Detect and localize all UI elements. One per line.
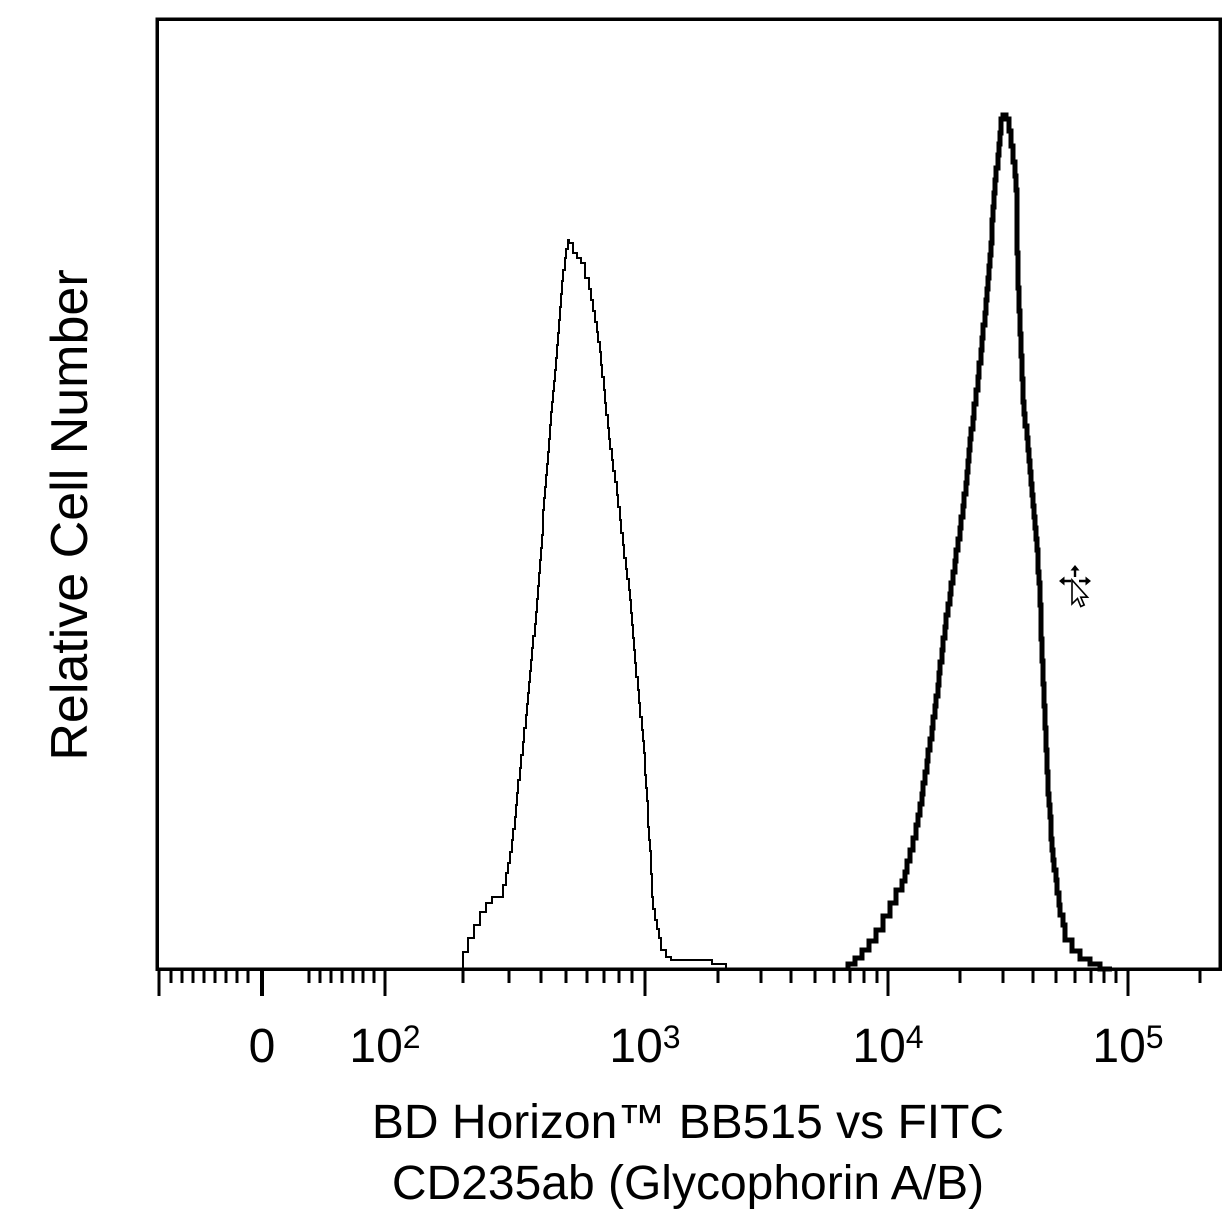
x-tick-label-102: 102	[349, 1018, 421, 1073]
y-axis-label: Relative Cell Number	[41, 269, 99, 761]
x-tick-label-104: 104	[852, 1018, 924, 1073]
x-tick-label-105: 105	[1092, 1018, 1164, 1073]
x-axis-title: BD Horizon™ BB515 vs FITC CD235ab (Glyco…	[156, 1092, 1220, 1214]
plot-border	[155, 17, 1222, 971]
x-axis-title-line1: BD Horizon™ BB515 vs FITC	[371, 1096, 1005, 1149]
series-bright-curve	[845, 112, 1112, 972]
x-axis-title-line2: CD235ab (Glycophorin A/B)	[391, 1157, 985, 1210]
move-cursor-icon	[1059, 565, 1091, 608]
series-dim-curve	[462, 239, 728, 970]
x-tick-label-103: 103	[609, 1018, 681, 1073]
x-tick-label-0: 0	[248, 1020, 276, 1073]
